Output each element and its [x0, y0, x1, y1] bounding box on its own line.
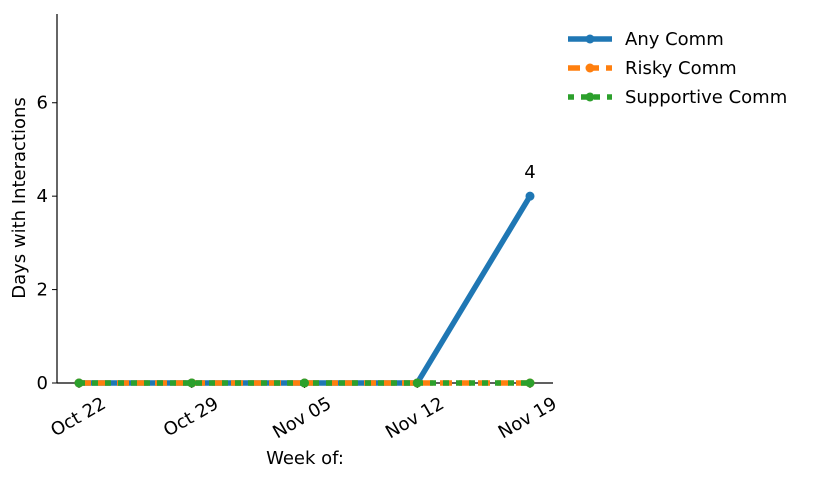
legend-label: Any Comm [625, 29, 724, 50]
y-tick-label: 4 [37, 186, 48, 207]
y-axis-label: Days with Interactions [9, 97, 30, 299]
axes: 0 2 4 6 Oct 22 Oct 29 Nov 05 Nov 12 Nov 19 [37, 14, 561, 443]
legend-label: Supportive Comm [625, 87, 787, 108]
legend-marker [585, 34, 595, 44]
series-point-supportive-comm [412, 378, 422, 388]
data-label: 4 [524, 162, 535, 183]
y-tick-label: 2 [37, 280, 48, 301]
legend-marker [585, 63, 595, 73]
x-axis-label: Week of: [266, 448, 344, 469]
x-tick-label: Oct 22 [47, 393, 109, 441]
x-tick-label: Nov 12 [382, 393, 448, 443]
series-point-supportive-comm [187, 378, 197, 388]
y-tick-label: 0 [37, 373, 48, 394]
legend-marker [585, 92, 595, 102]
series-point-supportive-comm [74, 378, 84, 388]
x-tick-label: Oct 29 [160, 393, 222, 441]
series-point-supportive-comm [525, 378, 535, 388]
series-point-supportive-comm [300, 378, 309, 388]
labels-layer: 4 [524, 162, 535, 183]
legend-label: Risky Comm [625, 58, 737, 79]
series-point-any-comm [525, 191, 535, 201]
x-tick-label: Nov 19 [495, 393, 561, 443]
series-line-any-comm [79, 194, 533, 386]
legend: Any Comm Risky Comm Supportive Comm [568, 29, 787, 108]
x-tick-label: Nov 05 [269, 393, 335, 443]
y-tick-label: 6 [37, 93, 48, 114]
series-layer [74, 191, 535, 388]
